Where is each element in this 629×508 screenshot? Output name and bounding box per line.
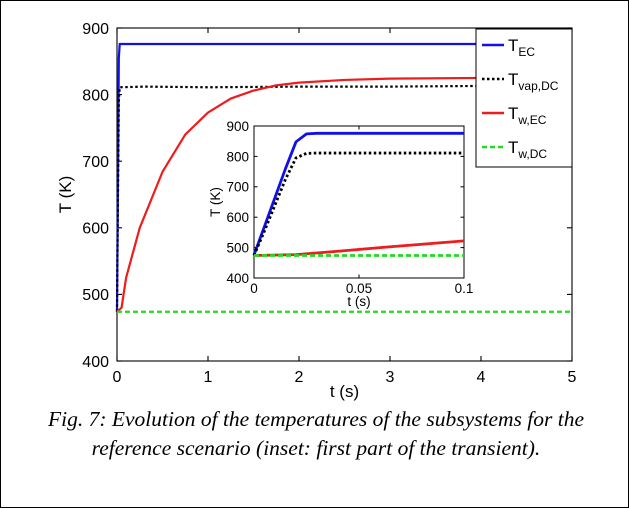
inset-xtick-label: 0.05 [346, 281, 372, 296]
main-xtick-label: 3 [386, 369, 395, 386]
legend-entry-label: Tw,DC [508, 138, 547, 161]
inset-x-axis-label: t (s) [347, 294, 370, 309]
main-ytick-label: 500 [82, 287, 109, 304]
figure-caption: Fig. 7: Evolution of the temperatures of… [47, 407, 585, 460]
main-xtick-label: 0 [113, 369, 122, 386]
main-xtick-label: 4 [477, 369, 486, 386]
inset-xtick-label: 0 [250, 281, 258, 296]
inset-xtick-label: 0.1 [455, 281, 474, 296]
main-series-t-ec [115, 42, 572, 312]
legend-label-subscript: w,EC [517, 113, 546, 127]
legend-entry-label: Tw,EC [508, 104, 547, 127]
main-ytick-label: 400 [82, 354, 109, 371]
legend-label-main: T [508, 138, 518, 157]
main-ytick-label: 800 [82, 87, 109, 104]
inset-series-t-ec [252, 131, 464, 256]
main-xtick-label: 2 [295, 369, 304, 386]
inset-ytick-label: 600 [226, 210, 249, 225]
inset-axes-box [253, 125, 465, 279]
legend-box [475, 28, 573, 168]
main-ytick-label: 900 [82, 21, 109, 38]
legend-label-main: T [508, 104, 518, 123]
legend-label-subscript: w,DC [517, 147, 547, 161]
figure-canvas: 0 1 2 3 4 5 400 500 600 700 800 900 t (s) T (K) 0 0.05… [56, 21, 577, 401]
inset-ytick-label: 800 [226, 149, 249, 164]
main-xtick-label: 5 [568, 369, 577, 386]
legend-entry-label: Tvap,DC [508, 70, 559, 93]
inset-series-t-vap-dc [252, 151, 464, 257]
main-ytick-label: 600 [82, 221, 109, 238]
inset-ytick-label: 500 [226, 240, 249, 255]
legend-label-subscript: EC [518, 45, 535, 59]
inset-y-axis-label: T (K) [208, 187, 223, 217]
legend-label-main: T [508, 70, 518, 89]
main-series-t-vap-dc [115, 84, 573, 312]
legend-entry-label: TEC [508, 36, 535, 59]
inset-ytick-label: 400 [226, 271, 249, 286]
main-y-axis-label: T (K) [56, 176, 75, 213]
main-series-t-w-ec [116, 76, 572, 313]
legend-label-subscript: vap,DC [518, 79, 558, 93]
main-ytick-label: 700 [82, 154, 109, 171]
main-x-axis-label: t (s) [330, 382, 359, 401]
inset-ytick-label: 700 [226, 180, 249, 195]
main-xtick-label: 1 [204, 369, 213, 386]
inset-plot: 0 0.05 0.1 400 500 600 700 800 900 t (s) T (K) [208, 119, 473, 309]
inset-ytick-label: 900 [226, 119, 249, 134]
legend-label-main: T [508, 36, 518, 55]
